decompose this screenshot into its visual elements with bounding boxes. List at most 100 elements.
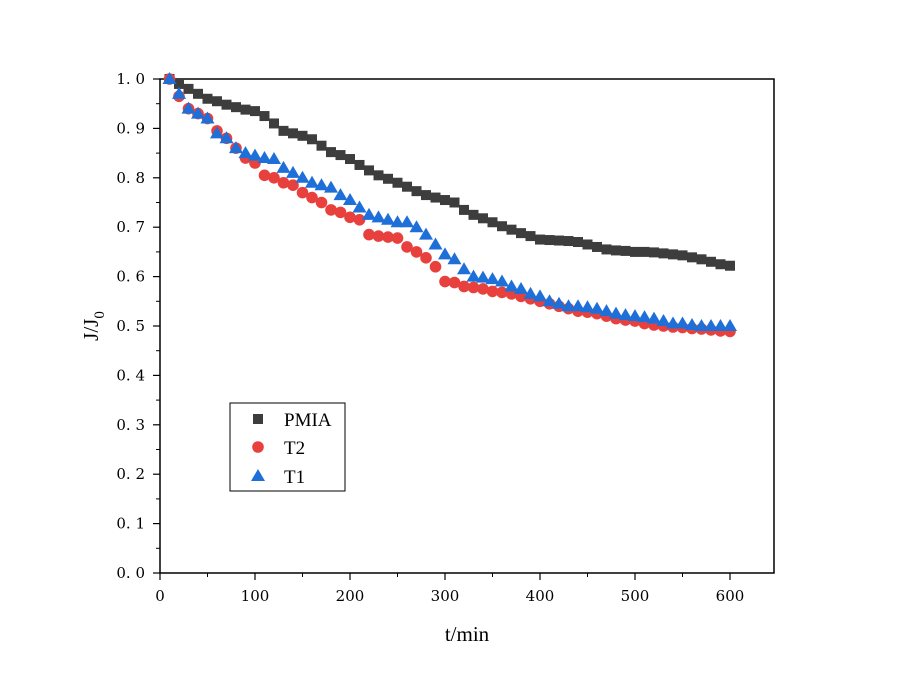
legend-marker-t2: [252, 441, 264, 453]
pmia-point: [212, 96, 222, 107]
t1-point: [713, 319, 728, 331]
t1-point: [314, 178, 329, 191]
x-tick-label: 100: [241, 587, 270, 605]
pmia-point: [525, 231, 536, 242]
pmia-point: [516, 228, 526, 239]
t2-point: [334, 206, 347, 219]
y-tick-label: 0. 0: [116, 564, 145, 582]
x-tick-label: 200: [336, 587, 365, 605]
t2-point: [467, 281, 480, 294]
pmia-point: [183, 83, 194, 94]
t1-point: [704, 319, 718, 331]
pmia-point: [573, 237, 583, 248]
t1-point: [276, 160, 291, 173]
legend-label-t1: T1: [284, 467, 305, 488]
t1-point: [675, 316, 690, 329]
pmia-point: [630, 246, 640, 257]
t2-point: [486, 285, 499, 298]
y-tick-label: 0. 2: [116, 465, 145, 483]
pmia-point: [544, 235, 555, 246]
pmia-point: [506, 224, 517, 235]
pmia-point: [240, 104, 251, 115]
t1-point: [200, 111, 215, 124]
pmia-point: [592, 241, 602, 252]
t1-point: [238, 146, 253, 159]
pmia-point: [174, 78, 184, 89]
t1-point: [295, 170, 310, 183]
x-tick-label: 400: [526, 587, 555, 605]
t1-point: [333, 188, 348, 201]
t2-point: [496, 286, 508, 299]
x-tick-label: 500: [621, 587, 650, 605]
pmia-point: [620, 245, 631, 256]
series-pmia: [164, 74, 735, 271]
y-tick-label: 0. 7: [116, 218, 145, 236]
y-tick-label: 0. 8: [116, 169, 145, 187]
t1-point: [181, 101, 196, 114]
t2-point: [372, 230, 385, 242]
t1-point: [647, 311, 661, 324]
pmia-point: [658, 248, 669, 259]
t1-point: [580, 300, 595, 313]
t1-point: [362, 207, 376, 220]
pmia-point: [459, 204, 469, 215]
t2-point: [277, 176, 290, 189]
x-tick-label: 0: [155, 587, 165, 605]
pmia-point: [611, 245, 621, 256]
pmia-point: [421, 190, 431, 201]
pmia-point: [554, 235, 564, 246]
pmia-point: [430, 192, 441, 203]
t1-point: [352, 200, 367, 213]
t1-point: [381, 212, 395, 225]
t1-point: [618, 308, 633, 321]
t1-point: [428, 237, 443, 250]
t1-point: [523, 286, 538, 299]
t2-point: [448, 276, 461, 289]
t2-point: [382, 231, 394, 243]
t1-point: [390, 215, 405, 228]
t1-point: [694, 319, 709, 331]
pmia-point: [316, 140, 327, 151]
x-tick-label: 300: [431, 587, 460, 605]
t2-point: [439, 275, 451, 288]
y-tick-label: 0. 9: [116, 119, 145, 137]
legend-markers: [251, 414, 265, 481]
pmia-point: [297, 130, 308, 141]
pmia-point: [535, 234, 545, 245]
t1-point: [514, 281, 528, 294]
t1-point: [257, 151, 272, 164]
t1-point: [476, 270, 490, 283]
y-tick-label: 0. 3: [116, 416, 145, 434]
t1-point: [419, 227, 433, 240]
t1-point: [571, 299, 585, 312]
t2-point: [410, 246, 423, 258]
pmia-point: [221, 99, 232, 110]
pmia-point: [278, 125, 289, 136]
pmia-point: [715, 259, 726, 270]
t1-point: [485, 272, 500, 285]
legend-marker-t1: [251, 469, 265, 481]
pmia-point: [668, 249, 678, 260]
data-series: [162, 72, 737, 338]
t2-point: [325, 204, 337, 216]
pmia-point: [392, 177, 403, 188]
x-tick-label: 600: [716, 587, 745, 605]
t2-point: [268, 172, 280, 184]
t1-point: [343, 193, 357, 206]
pmia-point: [259, 111, 270, 122]
legend-box: [229, 402, 346, 492]
t2-point: [296, 186, 309, 199]
y-tick-label: 0. 5: [116, 317, 145, 335]
t1-point: [447, 252, 462, 265]
t2-point: [391, 232, 404, 244]
pmia-point: [449, 197, 460, 208]
t1-point: [409, 220, 424, 233]
pmia-point: [326, 147, 336, 158]
y-tick-label: 0. 1: [116, 515, 145, 533]
pmia-point: [706, 256, 716, 267]
t1-point: [666, 316, 680, 329]
pmia-point: [563, 236, 574, 247]
t1-point: [371, 210, 386, 223]
pmia-point: [345, 154, 355, 165]
